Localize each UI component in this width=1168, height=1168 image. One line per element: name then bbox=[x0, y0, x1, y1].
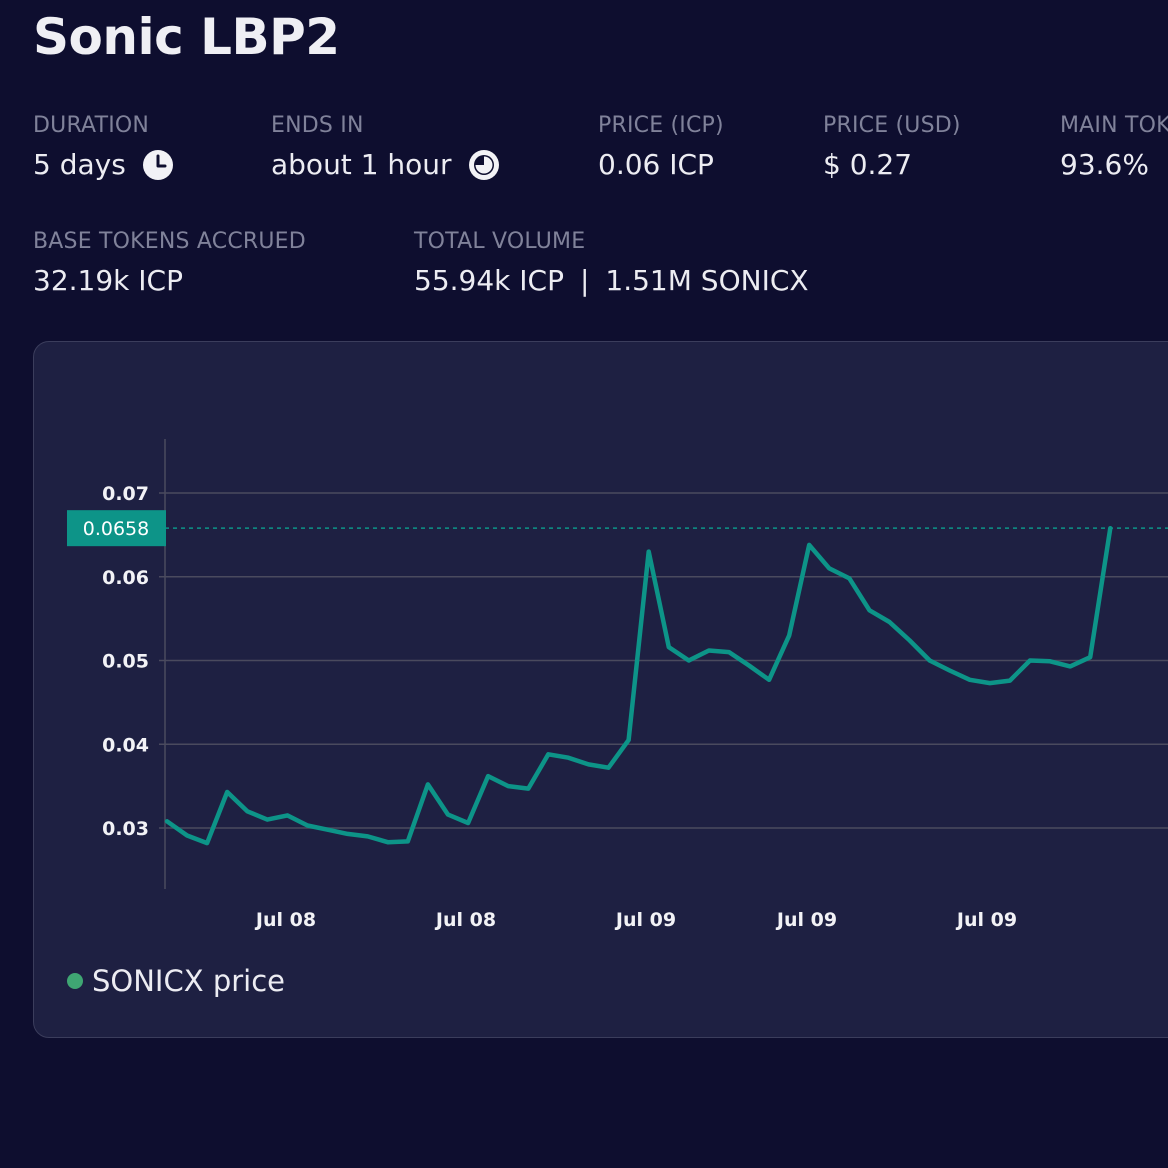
chart-grid bbox=[159, 492, 1168, 829]
stat-total-volume: TOTAL VOLUME 55.94k ICP | 1.51M SONICX bbox=[414, 227, 809, 299]
price-icp-value: 0.06 ICP bbox=[598, 148, 714, 181]
total-volume-separator: | bbox=[579, 264, 590, 297]
base-tokens-accrued-value: 32.19k ICP bbox=[33, 264, 183, 297]
stat-duration: DURATION 5 days bbox=[33, 111, 174, 183]
main-token-label: MAIN TOKEN bbox=[1060, 113, 1168, 138]
legend-series-label: SONICX price bbox=[92, 964, 285, 998]
x-tick-label: Jul 08 bbox=[254, 909, 316, 931]
current-price-label: 0.0658 bbox=[83, 518, 149, 540]
main-token-value: 93.6% bbox=[1060, 148, 1149, 181]
chart-y-axis: 0.03 0.04 0.05 0.06 0.07 bbox=[102, 439, 166, 889]
price-chart-card[interactable]: 0.03 0.04 0.05 0.06 0.07 Jul 08 Jul 08 Jul 09 J… bbox=[33, 341, 1168, 1038]
x-tick-label: Jul 09 bbox=[614, 909, 676, 931]
total-volume-sonicx: 1.51M SONICX bbox=[605, 264, 809, 297]
current-price-tag: 0.0658 bbox=[67, 510, 1168, 547]
price-chart[interactable]: 0.030.040.050.060.07 Jul 08 Jul 08 Jul 09 J… bbox=[34, 342, 1168, 1039]
duration-label: DURATION bbox=[33, 113, 150, 138]
total-volume-label: TOTAL VOLUME bbox=[414, 229, 586, 254]
price-usd-label: PRICE (USD) bbox=[823, 113, 961, 138]
stat-main-token: MAIN TOKEN 93.6% bbox=[1060, 111, 1168, 183]
ends-in-value: about 1 hour bbox=[271, 148, 452, 181]
total-volume-icp: 55.94k ICP bbox=[414, 264, 564, 297]
chart-legend[interactable]: SONICX price bbox=[67, 964, 285, 998]
page-title: Sonic LBP2 bbox=[33, 8, 340, 66]
x-tick-label: Jul 08 bbox=[434, 909, 496, 931]
ends-in-value-row: about 1 hour bbox=[271, 147, 500, 183]
duration-value-row: 5 days bbox=[33, 147, 174, 183]
duration-value: 5 days bbox=[33, 148, 126, 181]
price-icp-label: PRICE (ICP) bbox=[598, 113, 724, 138]
chart-x-axis: Jul 08 Jul 08 Jul 09 Jul 09 Jul 09 bbox=[254, 909, 1017, 931]
y-tick-label: 0.04 bbox=[102, 734, 149, 756]
stat-ends-in: ENDS IN about 1 hour bbox=[271, 111, 500, 183]
series-line[interactable] bbox=[164, 525, 1113, 846]
progress-pie-icon bbox=[468, 149, 500, 181]
x-tick-label: Jul 09 bbox=[775, 909, 837, 931]
x-tick-label: Jul 09 bbox=[955, 909, 1017, 931]
clock-icon bbox=[142, 149, 174, 181]
y-tick-label: 0.05 bbox=[102, 651, 149, 673]
base-tokens-accrued-label: BASE TOKENS ACCRUED bbox=[33, 229, 306, 254]
y-tick-label: 0.06 bbox=[102, 567, 149, 589]
y-tick-label: 0.07 bbox=[102, 483, 149, 505]
chart-series bbox=[164, 525, 1113, 846]
legend-dot-icon bbox=[67, 973, 83, 989]
price-usd-value: $ 0.27 bbox=[823, 148, 913, 181]
stat-base-tokens-accrued: BASE TOKENS ACCRUED 32.19k ICP bbox=[33, 227, 306, 299]
current-price-badge bbox=[67, 510, 166, 547]
stat-price-usd: PRICE (USD) $ 0.27 bbox=[823, 111, 961, 183]
ends-in-label: ENDS IN bbox=[271, 113, 364, 138]
y-tick-label: 0.03 bbox=[102, 818, 149, 840]
stat-price-icp: PRICE (ICP) 0.06 ICP bbox=[598, 111, 724, 183]
total-volume-value-row: 55.94k ICP | 1.51M SONICX bbox=[414, 263, 809, 299]
